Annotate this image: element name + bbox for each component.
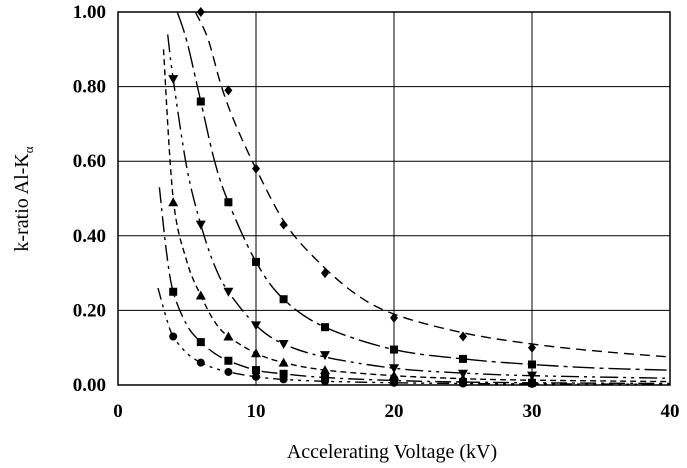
series-1-curve (194, 11, 671, 358)
series-2-point (279, 295, 288, 304)
grid-lines (117, 11, 671, 386)
series-3-point (195, 220, 206, 230)
plot-frame (117, 11, 671, 386)
series-4-point (195, 290, 206, 300)
x-tick-label: 0 (113, 401, 123, 422)
series-3-point (320, 351, 330, 361)
y-tick-labels: 0.00 0.20 0.40 0.60 0.80 1.00 (73, 2, 106, 396)
series-2-curve (176, 11, 671, 371)
series-3-point (223, 287, 234, 297)
series-2-point (459, 354, 467, 363)
x-tick-label: 20 (385, 401, 404, 422)
series-5-point (224, 356, 233, 365)
series-4-point (223, 331, 234, 341)
series-6-point (528, 379, 536, 388)
series-6-point (196, 358, 205, 367)
series-1-point (321, 268, 329, 279)
series-5-point (279, 369, 288, 378)
series-1-point (224, 85, 233, 96)
series-4-point (251, 348, 261, 358)
series-1-point (459, 331, 467, 342)
series-6-point (252, 372, 260, 381)
x-tick-label: 10 (247, 401, 266, 422)
series-1-point (252, 163, 260, 174)
y-tick-label: 0.00 (73, 375, 106, 396)
series-1-point (279, 219, 288, 230)
series-1-point (390, 312, 398, 323)
series-5-point (196, 338, 205, 347)
series-6-point (169, 332, 178, 341)
series-3-point (278, 339, 289, 349)
series-4-point (278, 357, 289, 367)
y-axis-label: k-ratio Al-Kα (11, 146, 36, 251)
y-tick-label: 1.00 (73, 2, 106, 23)
series-6-point (279, 375, 288, 384)
fit-curves (157, 11, 671, 385)
series-3-point (389, 364, 399, 374)
series-2-point (528, 360, 536, 369)
series-6-point (321, 377, 329, 386)
y-tick-label: 0.40 (73, 226, 106, 247)
y-tick-label: 0.80 (73, 77, 106, 98)
series-6-point (224, 367, 233, 376)
series-5-point (252, 366, 260, 375)
series-3-curve (167, 34, 671, 379)
series-2-point (390, 345, 398, 354)
series-3-point (251, 321, 261, 331)
series-5-point (169, 287, 178, 296)
series-4-point (168, 197, 179, 207)
series-2-point (196, 97, 205, 106)
series-2-point (321, 323, 329, 332)
series-4-curve (162, 49, 671, 383)
y-tick-label: 0.20 (73, 300, 106, 321)
series-2-point (252, 257, 260, 266)
series-4-point (320, 365, 330, 375)
y-axis-label-main: k-ratio Al-K (11, 153, 33, 252)
y-tick-label: 0.60 (73, 151, 106, 172)
x-tick-label: 40 (661, 401, 680, 422)
series-6-point (459, 379, 467, 388)
x-tick-label: 30 (523, 401, 542, 422)
series-3-point (168, 75, 179, 85)
x-tick-labels: 0 10 20 30 40 (113, 401, 679, 422)
data-markers (168, 7, 537, 388)
series-6-curve (157, 287, 671, 385)
x-axis-label: Accelerating Voltage (kV) (287, 441, 497, 463)
y-axis-label-subscript: α (21, 146, 36, 153)
series-2-point (224, 198, 233, 207)
series-1-point (528, 342, 536, 353)
